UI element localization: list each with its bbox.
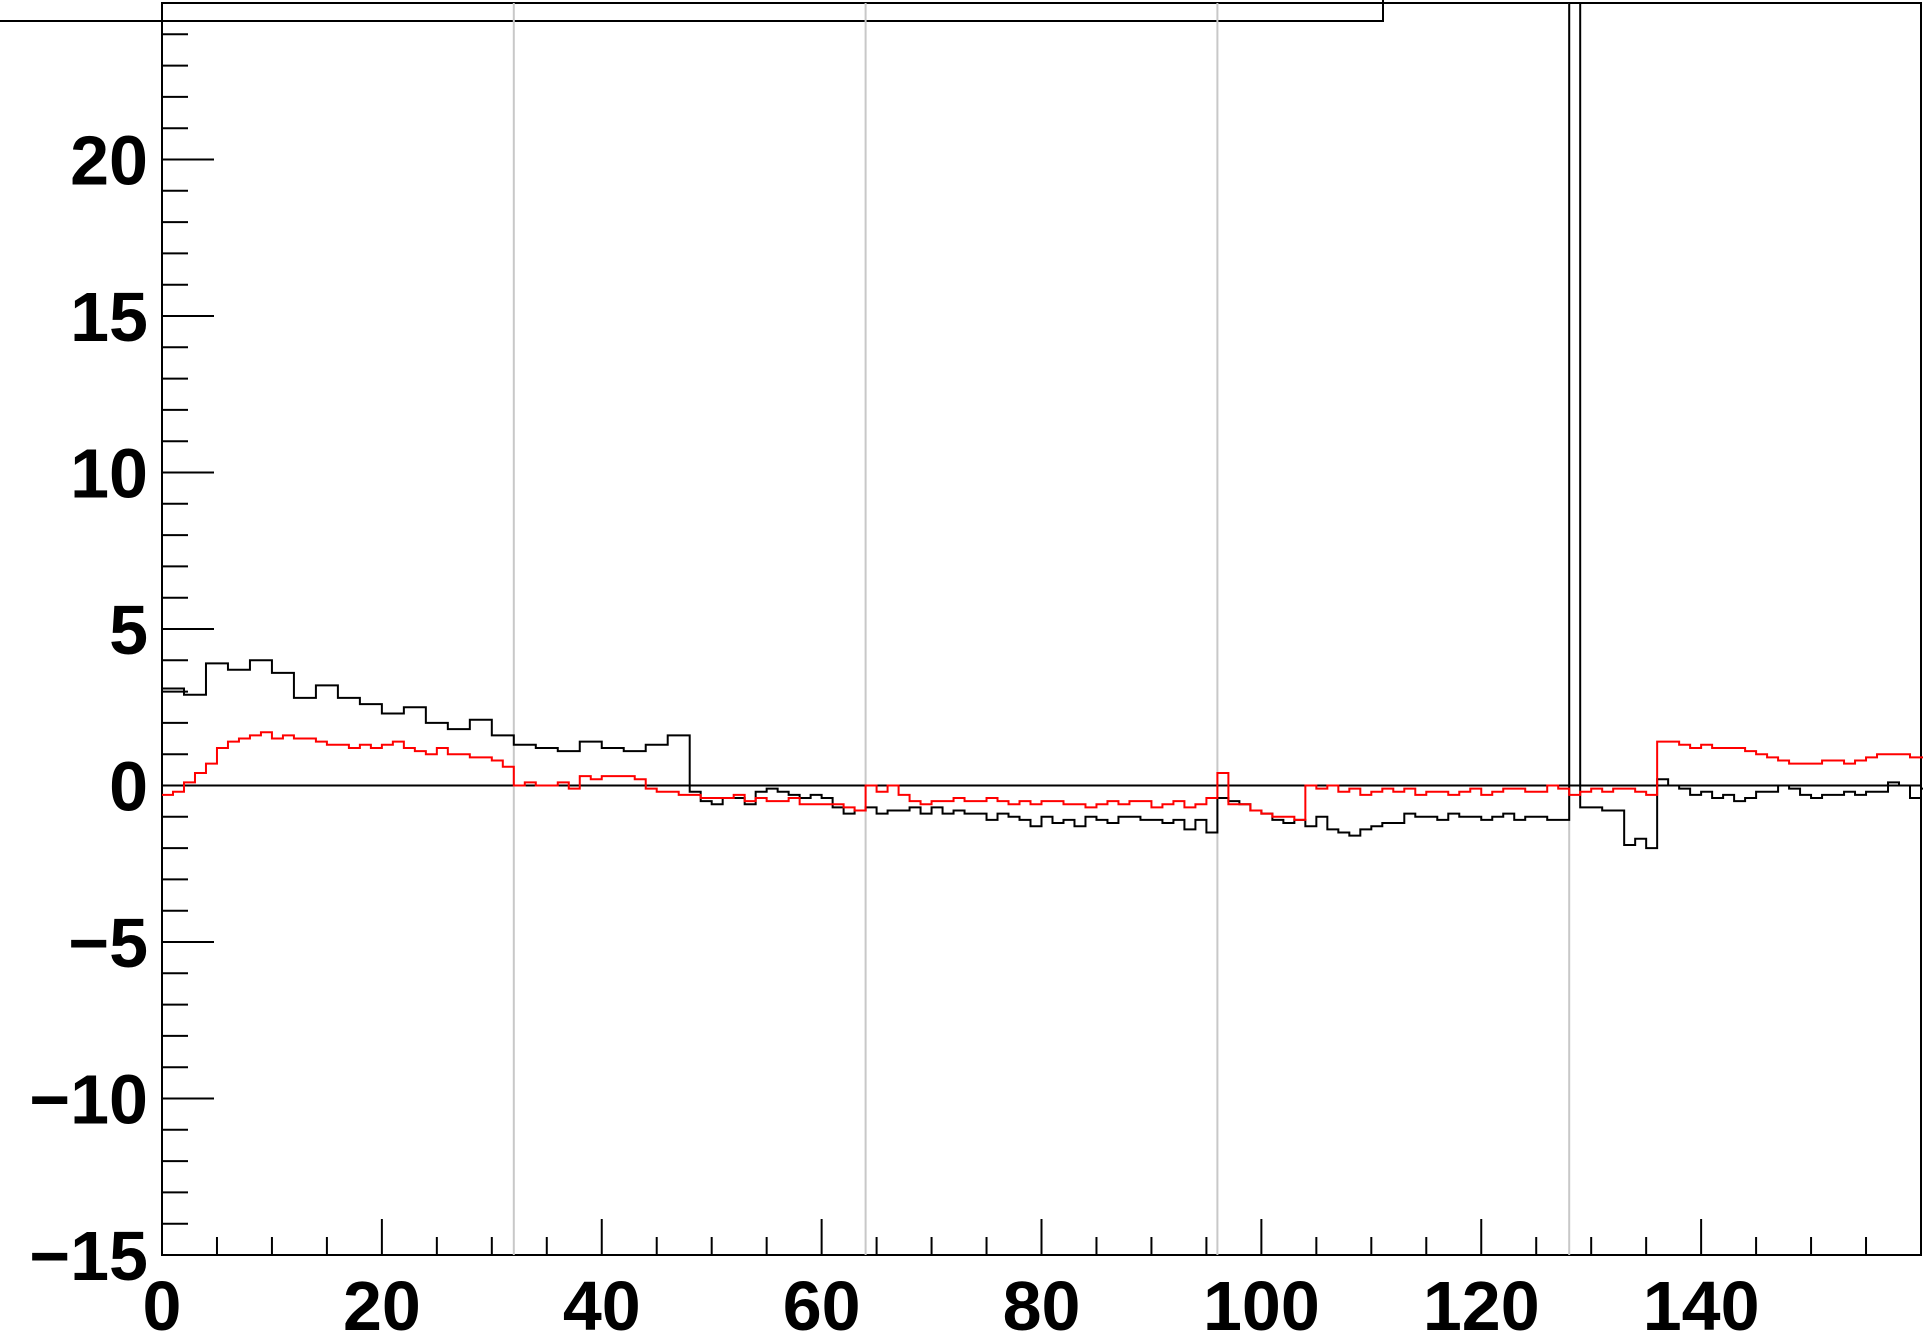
legend-title-box bbox=[0, 0, 1384, 22]
y-tick-label: −15 bbox=[29, 1217, 148, 1295]
x-tick-label: 100 bbox=[1203, 1267, 1320, 1340]
x-tick-label: 40 bbox=[563, 1267, 641, 1340]
y-tick-label: −5 bbox=[68, 904, 148, 982]
x-tick-label: 120 bbox=[1423, 1267, 1540, 1340]
series-1-step-line bbox=[162, 2, 1923, 850]
tick-labels: −15 −10 −5 0 5 10 15 20 0 20 40 60 80 100 120 140 bbox=[29, 122, 1759, 1340]
series-2-step-line bbox=[162, 731, 1923, 821]
x-tick-label: 20 bbox=[343, 1267, 421, 1340]
axes-layer bbox=[161, 2, 1921, 1256]
grid-layer bbox=[512, 3, 1571, 1255]
y-tick-label: 15 bbox=[70, 278, 148, 356]
x-tick-label: 140 bbox=[1643, 1267, 1760, 1340]
x-tick-label: 80 bbox=[1003, 1267, 1081, 1340]
plot-frame bbox=[161, 2, 1922, 1256]
y-tick-label: 5 bbox=[109, 591, 148, 669]
x-tick-label: 60 bbox=[783, 1267, 861, 1340]
y-tick-label: 10 bbox=[70, 435, 148, 513]
y-tick-label: −10 bbox=[29, 1061, 148, 1139]
x-tick-label: 0 bbox=[143, 1267, 182, 1340]
y-tick-label: 0 bbox=[109, 748, 148, 826]
y-tick-label: 20 bbox=[70, 122, 148, 200]
series-layer bbox=[162, 2, 1923, 850]
